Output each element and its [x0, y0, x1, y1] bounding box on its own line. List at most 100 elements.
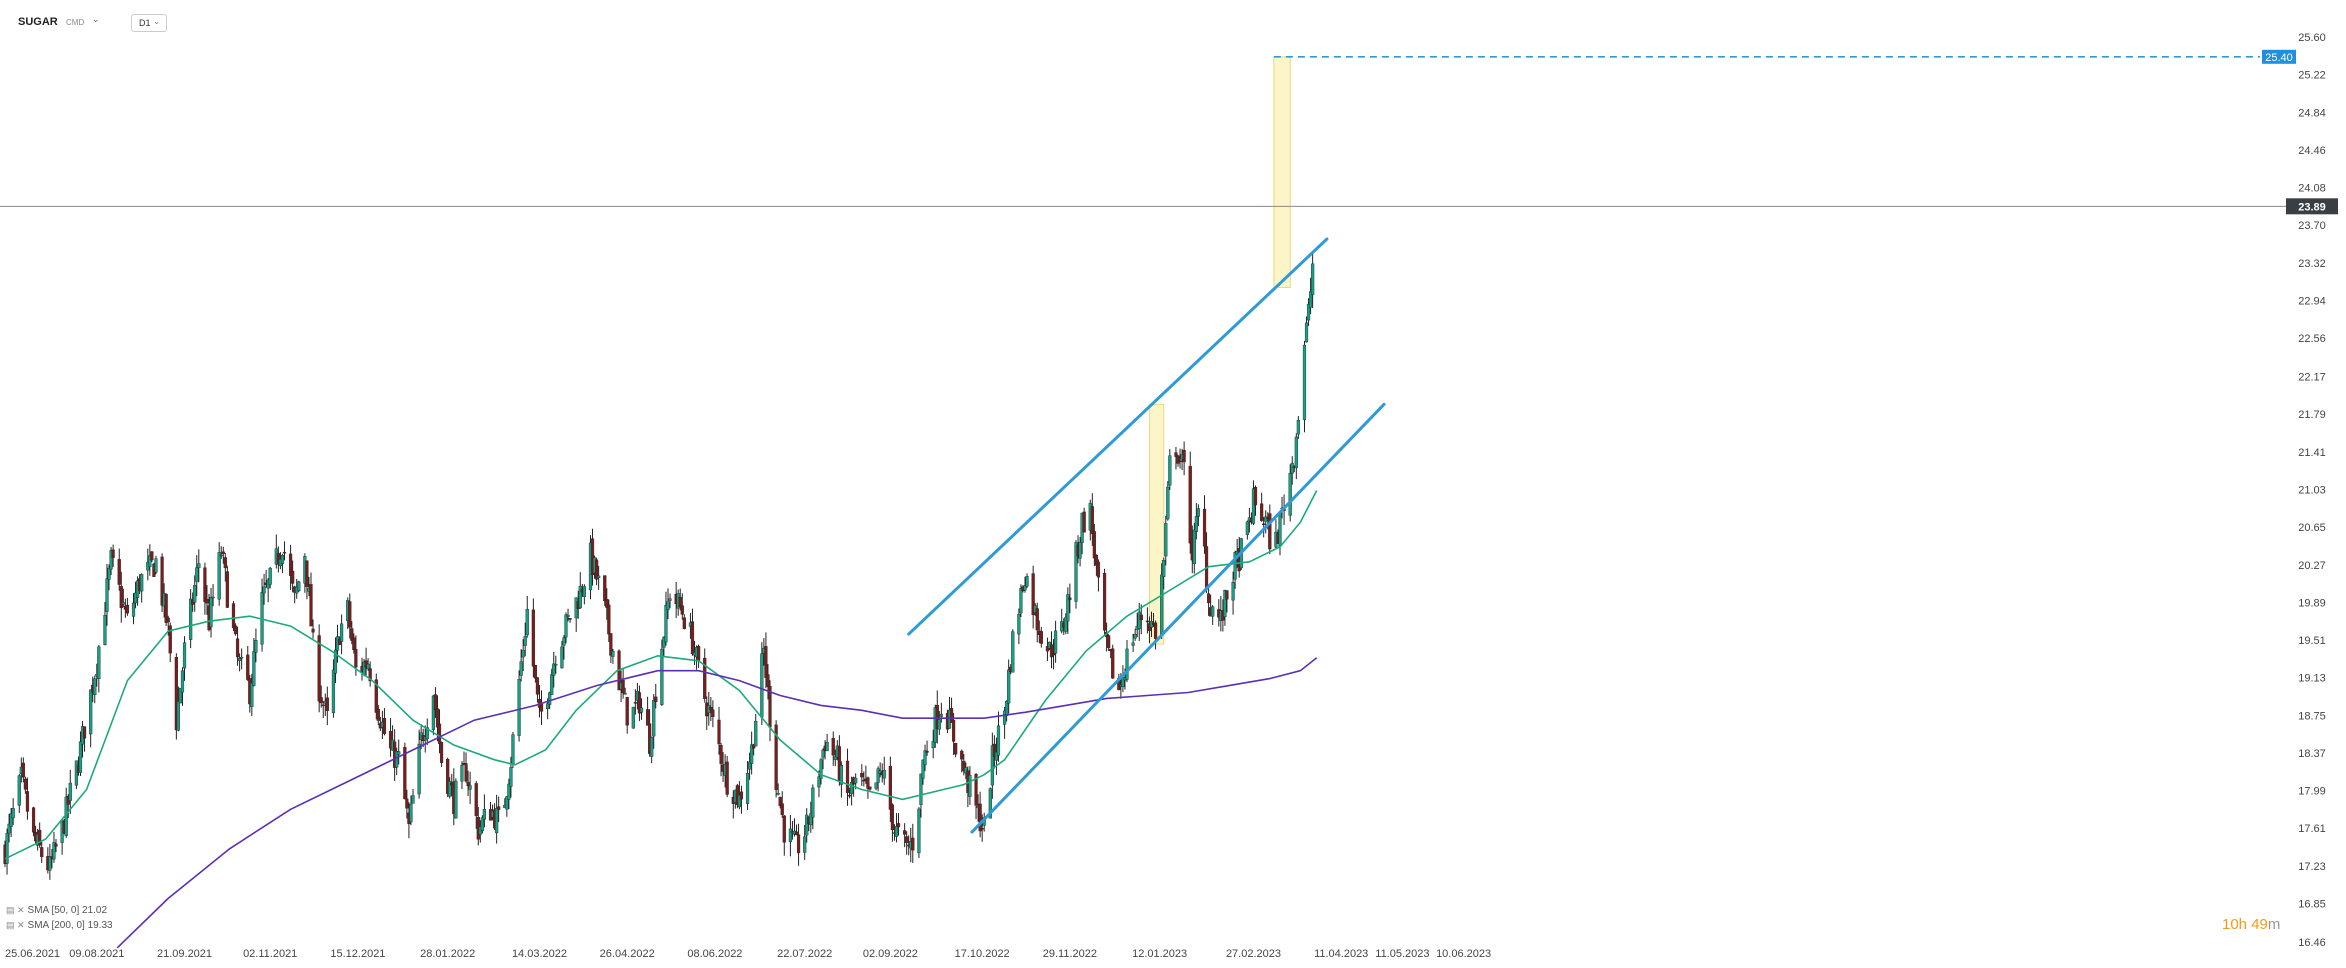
legend-sma200[interactable]: ▤ ✕ SMA [200, 0] 19.33 [6, 920, 113, 931]
candle-body [319, 697, 323, 704]
candle-body [597, 575, 601, 579]
candle-body [882, 770, 886, 779]
candle-body [1162, 560, 1166, 577]
candle-body [305, 560, 309, 587]
symbol-name[interactable]: SUGAR [18, 16, 58, 28]
candle-body [1145, 620, 1149, 623]
candle-body [1223, 589, 1227, 618]
candle-body [140, 574, 144, 592]
candle-body [517, 679, 521, 736]
candle-body [366, 663, 370, 670]
candle-body [433, 694, 438, 711]
candle-body [1005, 701, 1009, 716]
candle-body [495, 808, 499, 834]
candle-body [578, 585, 582, 609]
candle-body [174, 657, 178, 731]
candle-body [178, 687, 183, 704]
chevron-down-icon: ⌄ [153, 17, 160, 26]
x-axis: 25.06.2021 09.08.2021 21.09.2021 02.11.2021… [5, 948, 1491, 960]
candle-body [1202, 508, 1207, 547]
candle-body [109, 550, 113, 570]
candle-body [917, 808, 921, 854]
y-tick-label: 19.51 [2298, 635, 2326, 647]
candle-body [397, 751, 401, 755]
candle-body [17, 775, 21, 806]
timer-minutes: 49 [2251, 916, 2268, 933]
y-tick-label: 22.94 [2298, 295, 2326, 307]
timeframe-select[interactable]: D1 ⌄ [131, 14, 167, 32]
candle-body [454, 780, 458, 819]
candle-body [990, 745, 994, 786]
candle-body [825, 742, 829, 752]
legend-settings-icon[interactable]: ▤ ✕ [6, 920, 25, 930]
candle-body [911, 837, 915, 851]
candle-body [650, 737, 654, 757]
candle-body [119, 586, 123, 609]
candle-body [874, 782, 878, 789]
candle-body [1311, 263, 1315, 295]
candle-body [403, 746, 407, 800]
candle-body [1290, 462, 1294, 474]
candle-body [231, 603, 236, 629]
y-tick-label: 21.79 [2298, 409, 2326, 421]
candle-body [1078, 541, 1082, 559]
candle-body [560, 646, 564, 669]
candle-body [237, 658, 242, 661]
candle-body [949, 708, 954, 723]
candle-body [221, 551, 225, 554]
y-tick-label: 18.37 [2298, 748, 2326, 760]
candle-body [289, 553, 293, 576]
candle-body [678, 596, 682, 608]
candle-body [1031, 573, 1035, 616]
y-tick-label: 18.75 [2298, 710, 2326, 722]
candle-body [121, 602, 125, 605]
candle-body [664, 605, 668, 643]
candle-body [1296, 419, 1300, 435]
candle-body [217, 552, 221, 600]
x-tick-label: 26.04.2022 [600, 948, 655, 960]
candle-body [850, 782, 854, 794]
candle-body [1051, 653, 1056, 656]
candle-body [1176, 455, 1180, 464]
legend-sma50[interactable]: ▤ ✕ SMA [50, 0] 21.02 [6, 905, 107, 916]
candle-body [1066, 594, 1070, 622]
candle-body [1011, 631, 1015, 673]
candle-body [1102, 573, 1107, 631]
candle-body [745, 773, 750, 804]
x-tick-label: 08.06.2022 [687, 948, 742, 960]
candle-body [631, 706, 635, 729]
candle-body [425, 727, 429, 740]
candle-body [1049, 644, 1054, 658]
candle-body [868, 786, 872, 790]
chart-toolbar: SUGAR CMD ⌄ D1 ⌄ [0, 0, 2346, 44]
candle-body [809, 813, 813, 826]
target-price-label: 25.40 [2265, 52, 2293, 64]
x-tick-label: 02.11.2021 [243, 948, 297, 960]
candle-body [833, 756, 837, 760]
chevron-down-icon[interactable]: ⌄ [92, 14, 100, 24]
candle-body [409, 803, 413, 823]
candle-body [603, 575, 607, 602]
candle-body [595, 559, 599, 580]
legend-settings-icon[interactable]: ▤ ✕ [6, 905, 25, 915]
candle-body [919, 773, 923, 805]
candle-body [21, 762, 25, 778]
candle-body [590, 538, 595, 576]
candle-body [352, 637, 356, 651]
y-tick-label: 24.84 [2298, 107, 2326, 119]
y-tick-label: 22.17 [2298, 372, 2326, 384]
candle-body [435, 708, 440, 728]
candle-body [474, 783, 478, 816]
candle-body [839, 765, 843, 785]
candle-body [1196, 508, 1200, 517]
candle-body [405, 798, 409, 809]
candle-body [562, 637, 566, 646]
candle-body [821, 749, 825, 758]
candle-body [937, 719, 941, 730]
candle-body [1107, 635, 1111, 648]
candle-body [1308, 291, 1313, 308]
timer-unit: m [2267, 916, 2281, 933]
candle-body [1288, 473, 1292, 516]
candle-body [1225, 590, 1229, 600]
